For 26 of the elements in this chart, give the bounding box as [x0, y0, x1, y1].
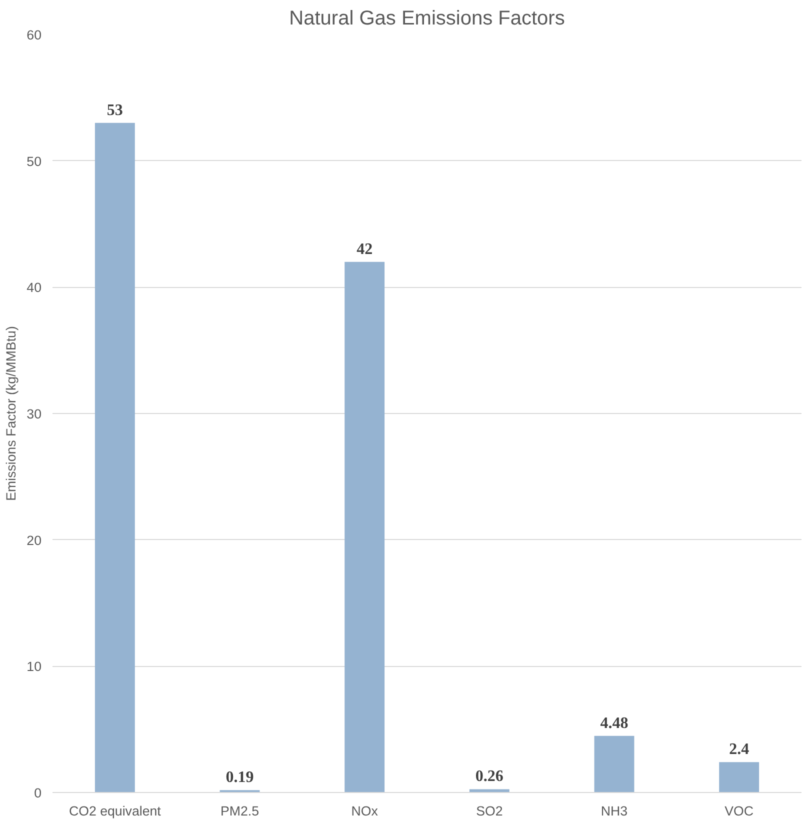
data-label: 2.4	[729, 741, 750, 758]
bar	[94, 122, 135, 792]
x-tick-label: PM2.5	[220, 804, 260, 818]
x-tick-label: NH3	[600, 804, 628, 818]
y-tick-label: 0	[34, 786, 42, 800]
chart-title: Natural Gas Emissions Factors	[289, 8, 565, 30]
x-tick-label: SO2	[476, 804, 503, 818]
x-tick-label: CO2 equivalent	[68, 804, 162, 818]
y-tick-label: 10	[26, 659, 42, 674]
y-tick-label: 50	[26, 154, 42, 169]
data-label: 0.26	[475, 768, 504, 786]
bar	[594, 736, 634, 792]
x-tick-label: VOC	[724, 804, 754, 818]
x-tick-label: NOx	[351, 804, 378, 818]
data-label: 42	[356, 240, 373, 258]
bar	[719, 762, 760, 792]
y-tick-label: 30	[26, 406, 42, 422]
y-tick-label: 40	[26, 280, 42, 296]
data-label: 0.19	[226, 769, 254, 786]
y-tick-label: 60	[26, 28, 42, 42]
data-label: 4.48	[600, 714, 628, 732]
data-label: 53	[106, 102, 123, 119]
y-axis-title: Emissions Factor (kg/MMBtu)	[4, 326, 19, 501]
bar	[469, 789, 510, 792]
bar	[344, 262, 385, 792]
y-tick-label: 20	[26, 532, 42, 548]
